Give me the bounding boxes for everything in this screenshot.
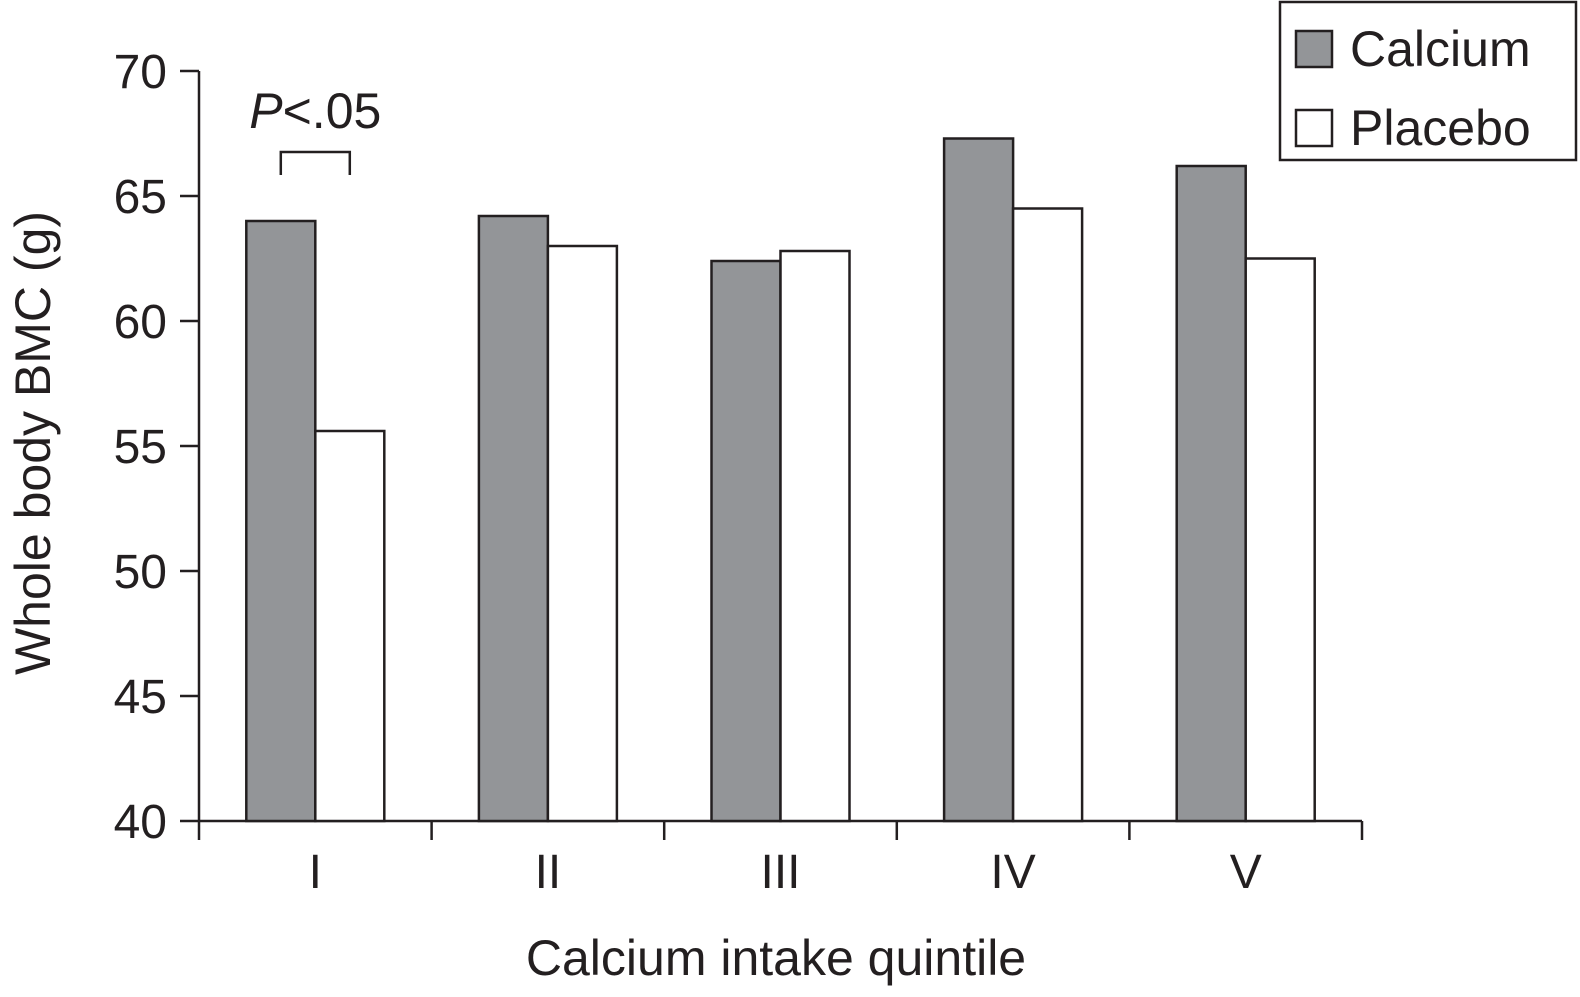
- significance-label: P<.05: [249, 83, 381, 139]
- x-axis-label: Calcium intake quintile: [526, 930, 1026, 986]
- legend-label-calcium: Calcium: [1350, 21, 1531, 77]
- legend-swatch-placebo: [1294, 108, 1334, 148]
- y-tick-label: 50: [114, 546, 167, 599]
- y-tick-label: 60: [114, 296, 167, 349]
- bar-placebo-ii: [546, 244, 619, 823]
- y-tick-label: 65: [114, 171, 167, 224]
- bar-placebo-iv: [1011, 207, 1084, 823]
- bar-calcium-ii: [477, 214, 550, 823]
- legend: Calcium Placebo: [1278, 0, 1578, 162]
- bar-placebo-v: [1244, 257, 1316, 823]
- bar-calcium-iv: [942, 137, 1015, 823]
- x-tick-label: V: [1230, 846, 1262, 899]
- legend-swatch-calcium: [1294, 29, 1334, 69]
- x-tick-label: I: [309, 846, 322, 899]
- significance-annotation: P<.05: [249, 83, 381, 175]
- y-axis-label: Whole body BMC (g): [5, 211, 61, 675]
- legend-label-placebo: Placebo: [1350, 100, 1531, 156]
- p-threshold: <.05: [283, 83, 382, 139]
- significance-bracket: [279, 150, 352, 175]
- y-tick-label: 55: [114, 421, 167, 474]
- bar-calcium-v: [1175, 164, 1247, 823]
- x-tick-label: II: [535, 846, 562, 899]
- bar-placebo-iii: [779, 249, 851, 823]
- bar-placebo-i: [314, 429, 386, 823]
- x-tick-label: IV: [990, 846, 1035, 899]
- bar-calcium-iii: [710, 259, 782, 823]
- x-tick-label: III: [760, 846, 800, 899]
- y-tick-label: 40: [114, 796, 167, 849]
- y-tick-label: 45: [114, 671, 167, 724]
- y-tick-label: 70: [114, 46, 167, 99]
- p-symbol: P: [249, 83, 283, 139]
- bar-calcium-i: [245, 219, 317, 823]
